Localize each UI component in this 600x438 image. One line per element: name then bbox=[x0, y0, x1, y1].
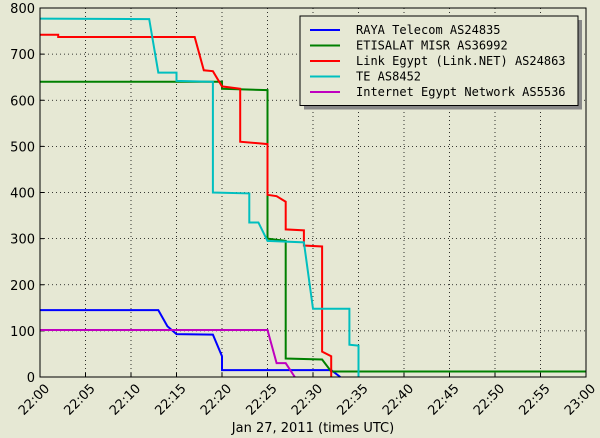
x-tick-label: 23:00 bbox=[562, 381, 599, 418]
y-tick-label: 200 bbox=[10, 279, 35, 294]
x-axis-label: Jan 27, 2011 (times UTC) bbox=[231, 421, 394, 436]
x-tick-label: 22:15 bbox=[152, 381, 189, 418]
legend: RAYA Telecom AS24835 ETISALAT MISR AS3699… bbox=[299, 15, 582, 110]
x-tick-label: 22:00 bbox=[16, 381, 53, 418]
y-tick-label: 0 bbox=[27, 371, 35, 386]
series-line bbox=[40, 328, 296, 378]
series-line bbox=[39, 17, 360, 377]
x-tick-label: 22:50 bbox=[471, 381, 508, 418]
plot-frame bbox=[39, 7, 587, 378]
y-tick-label: 100 bbox=[10, 325, 35, 340]
x-tick-label: 22:30 bbox=[289, 381, 326, 418]
x-tick-label: 22:55 bbox=[516, 381, 553, 418]
x-tick-label: 22:25 bbox=[243, 381, 280, 418]
series-line bbox=[40, 309, 341, 378]
x-tick-label: 22:45 bbox=[425, 381, 462, 418]
legend-label: ETISALAT MISR AS36992 bbox=[356, 39, 508, 53]
y-tick-label: 300 bbox=[10, 233, 35, 248]
y-tick-label: 400 bbox=[10, 187, 35, 202]
series-line bbox=[40, 33, 333, 377]
y-tick-label: 800 bbox=[10, 2, 35, 17]
y-tick-label: 700 bbox=[10, 48, 35, 63]
x-tick-label: 22:40 bbox=[380, 381, 417, 418]
x-tick-label: 22:20 bbox=[198, 381, 235, 418]
legend-label: RAYA Telecom AS24835 bbox=[356, 23, 501, 37]
legend-label: Link Egypt (Link.NET) AS24863 bbox=[356, 54, 566, 68]
x-tick-label: 22:10 bbox=[107, 381, 144, 418]
x-tick-label: 22:35 bbox=[334, 381, 371, 418]
y-tick-label: 500 bbox=[10, 140, 35, 155]
x-tick-label: 22:05 bbox=[61, 381, 98, 418]
legend-label: TE AS8452 bbox=[356, 70, 421, 84]
y-tick-label: 600 bbox=[10, 94, 35, 109]
legend-box bbox=[299, 15, 579, 106]
legend-label: Internet Egypt Network AS5536 bbox=[356, 85, 566, 99]
